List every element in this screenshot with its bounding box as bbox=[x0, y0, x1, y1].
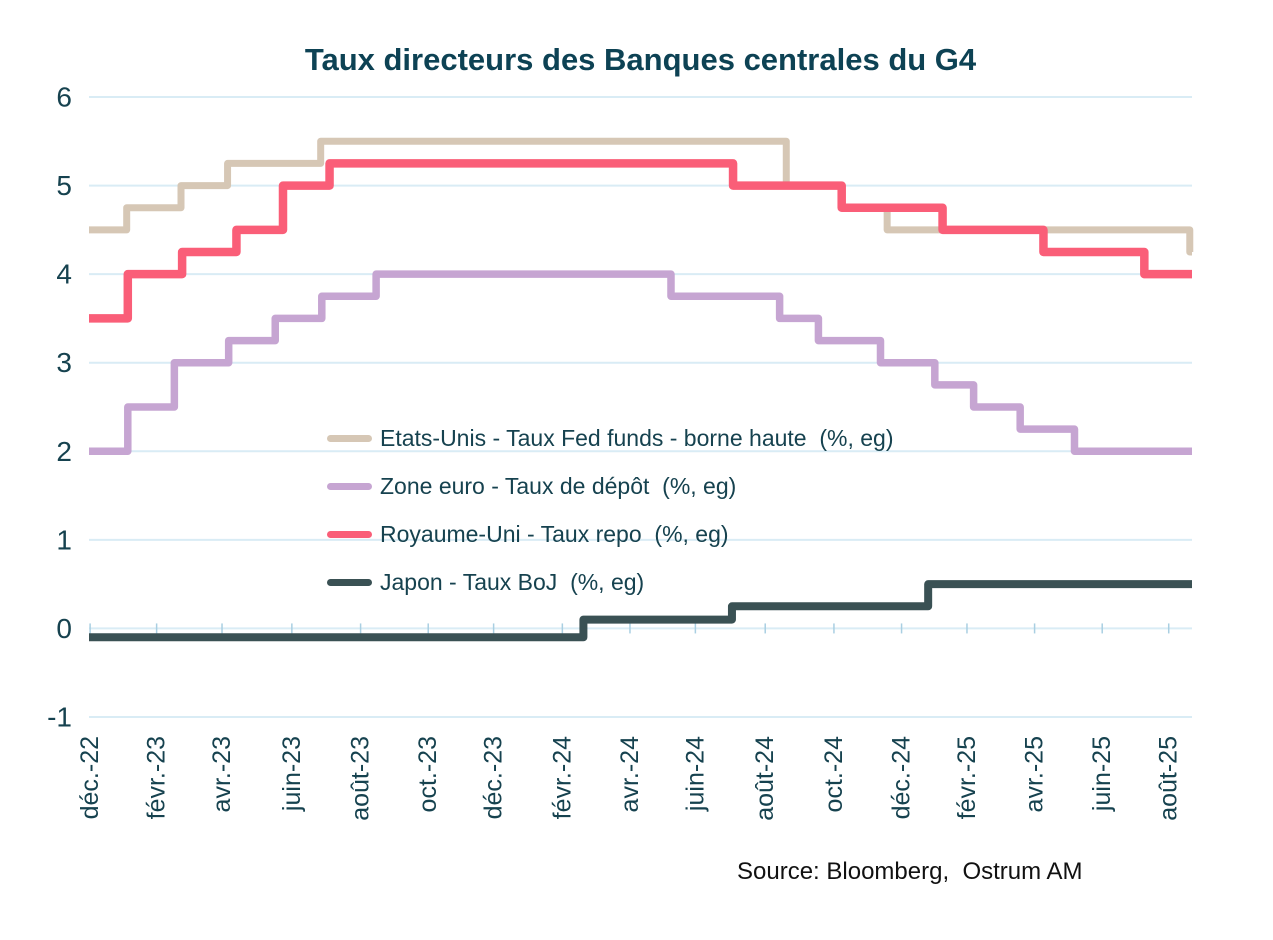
x-axis-label: juin-24 bbox=[681, 736, 709, 812]
legend-line-swatch bbox=[327, 434, 372, 442]
x-axis-label: févr.-23 bbox=[143, 736, 171, 819]
x-axis-label: avr.-24 bbox=[616, 736, 644, 813]
x-axis-label: déc.-24 bbox=[888, 736, 916, 819]
x-axis-label: juin-25 bbox=[1088, 736, 1116, 812]
y-axis-label: 0 bbox=[56, 613, 72, 644]
series-line-zone-euro-depot bbox=[89, 270, 1192, 456]
x-axis-label: oct.-24 bbox=[820, 736, 848, 813]
legend-label: Etats-Unis - Taux Fed funds - borne haut… bbox=[380, 424, 894, 451]
legend-line-swatch bbox=[327, 482, 372, 490]
series-line-japon-boj bbox=[89, 580, 1192, 642]
y-axis-label: 2 bbox=[56, 436, 72, 467]
legend-label: Japon - Taux BoJ (%, eg) bbox=[380, 568, 645, 595]
x-axis-label: oct.-23 bbox=[414, 736, 442, 812]
y-axis-label: 4 bbox=[56, 259, 72, 290]
y-axis-label: -1 bbox=[47, 702, 72, 733]
x-axis-label: août-24 bbox=[751, 736, 779, 821]
legend-item: Etats-Unis - Taux Fed funds - borne haut… bbox=[327, 414, 894, 462]
series-line-royaume-uni-repo bbox=[89, 159, 1192, 323]
x-axis-label: févr.-24 bbox=[548, 736, 576, 819]
x-axis-label: juin-23 bbox=[278, 736, 306, 812]
x-axis-label: déc.-23 bbox=[480, 736, 508, 819]
x-axis-label: févr.-25 bbox=[953, 736, 981, 819]
y-axis-label: 5 bbox=[56, 170, 72, 201]
legend-item: Zone euro - Taux de dépôt (%, eg) bbox=[327, 462, 894, 510]
source-note: Source: Bloomberg, Ostrum AM bbox=[737, 858, 1083, 885]
x-axis-label: déc.-22 bbox=[76, 736, 104, 819]
chart-title: Taux directeurs des Banques centrales du… bbox=[304, 42, 977, 77]
series-line-etats-unis-fed-funds bbox=[89, 137, 1194, 256]
x-axis-label: avr.-23 bbox=[208, 736, 236, 812]
x-axis-label: août-23 bbox=[347, 736, 375, 821]
legend-line-swatch bbox=[327, 530, 372, 538]
y-axis-label: 6 bbox=[56, 82, 72, 113]
legend-line-swatch bbox=[327, 578, 372, 586]
legend-item: Royaume-Uni - Taux repo (%, eg) bbox=[327, 510, 894, 558]
x-axis-label: août-25 bbox=[1155, 736, 1183, 821]
x-axis-label: avr.-25 bbox=[1021, 736, 1049, 812]
legend: Etats-Unis - Taux Fed funds - borne haut… bbox=[327, 414, 894, 606]
legend-label: Zone euro - Taux de dépôt (%, eg) bbox=[380, 472, 737, 499]
legend-item: Japon - Taux BoJ (%, eg) bbox=[327, 558, 894, 606]
y-axis-label: 3 bbox=[56, 347, 72, 378]
y-axis-label: 1 bbox=[56, 524, 72, 555]
legend-label: Royaume-Uni - Taux repo (%, eg) bbox=[380, 520, 729, 547]
